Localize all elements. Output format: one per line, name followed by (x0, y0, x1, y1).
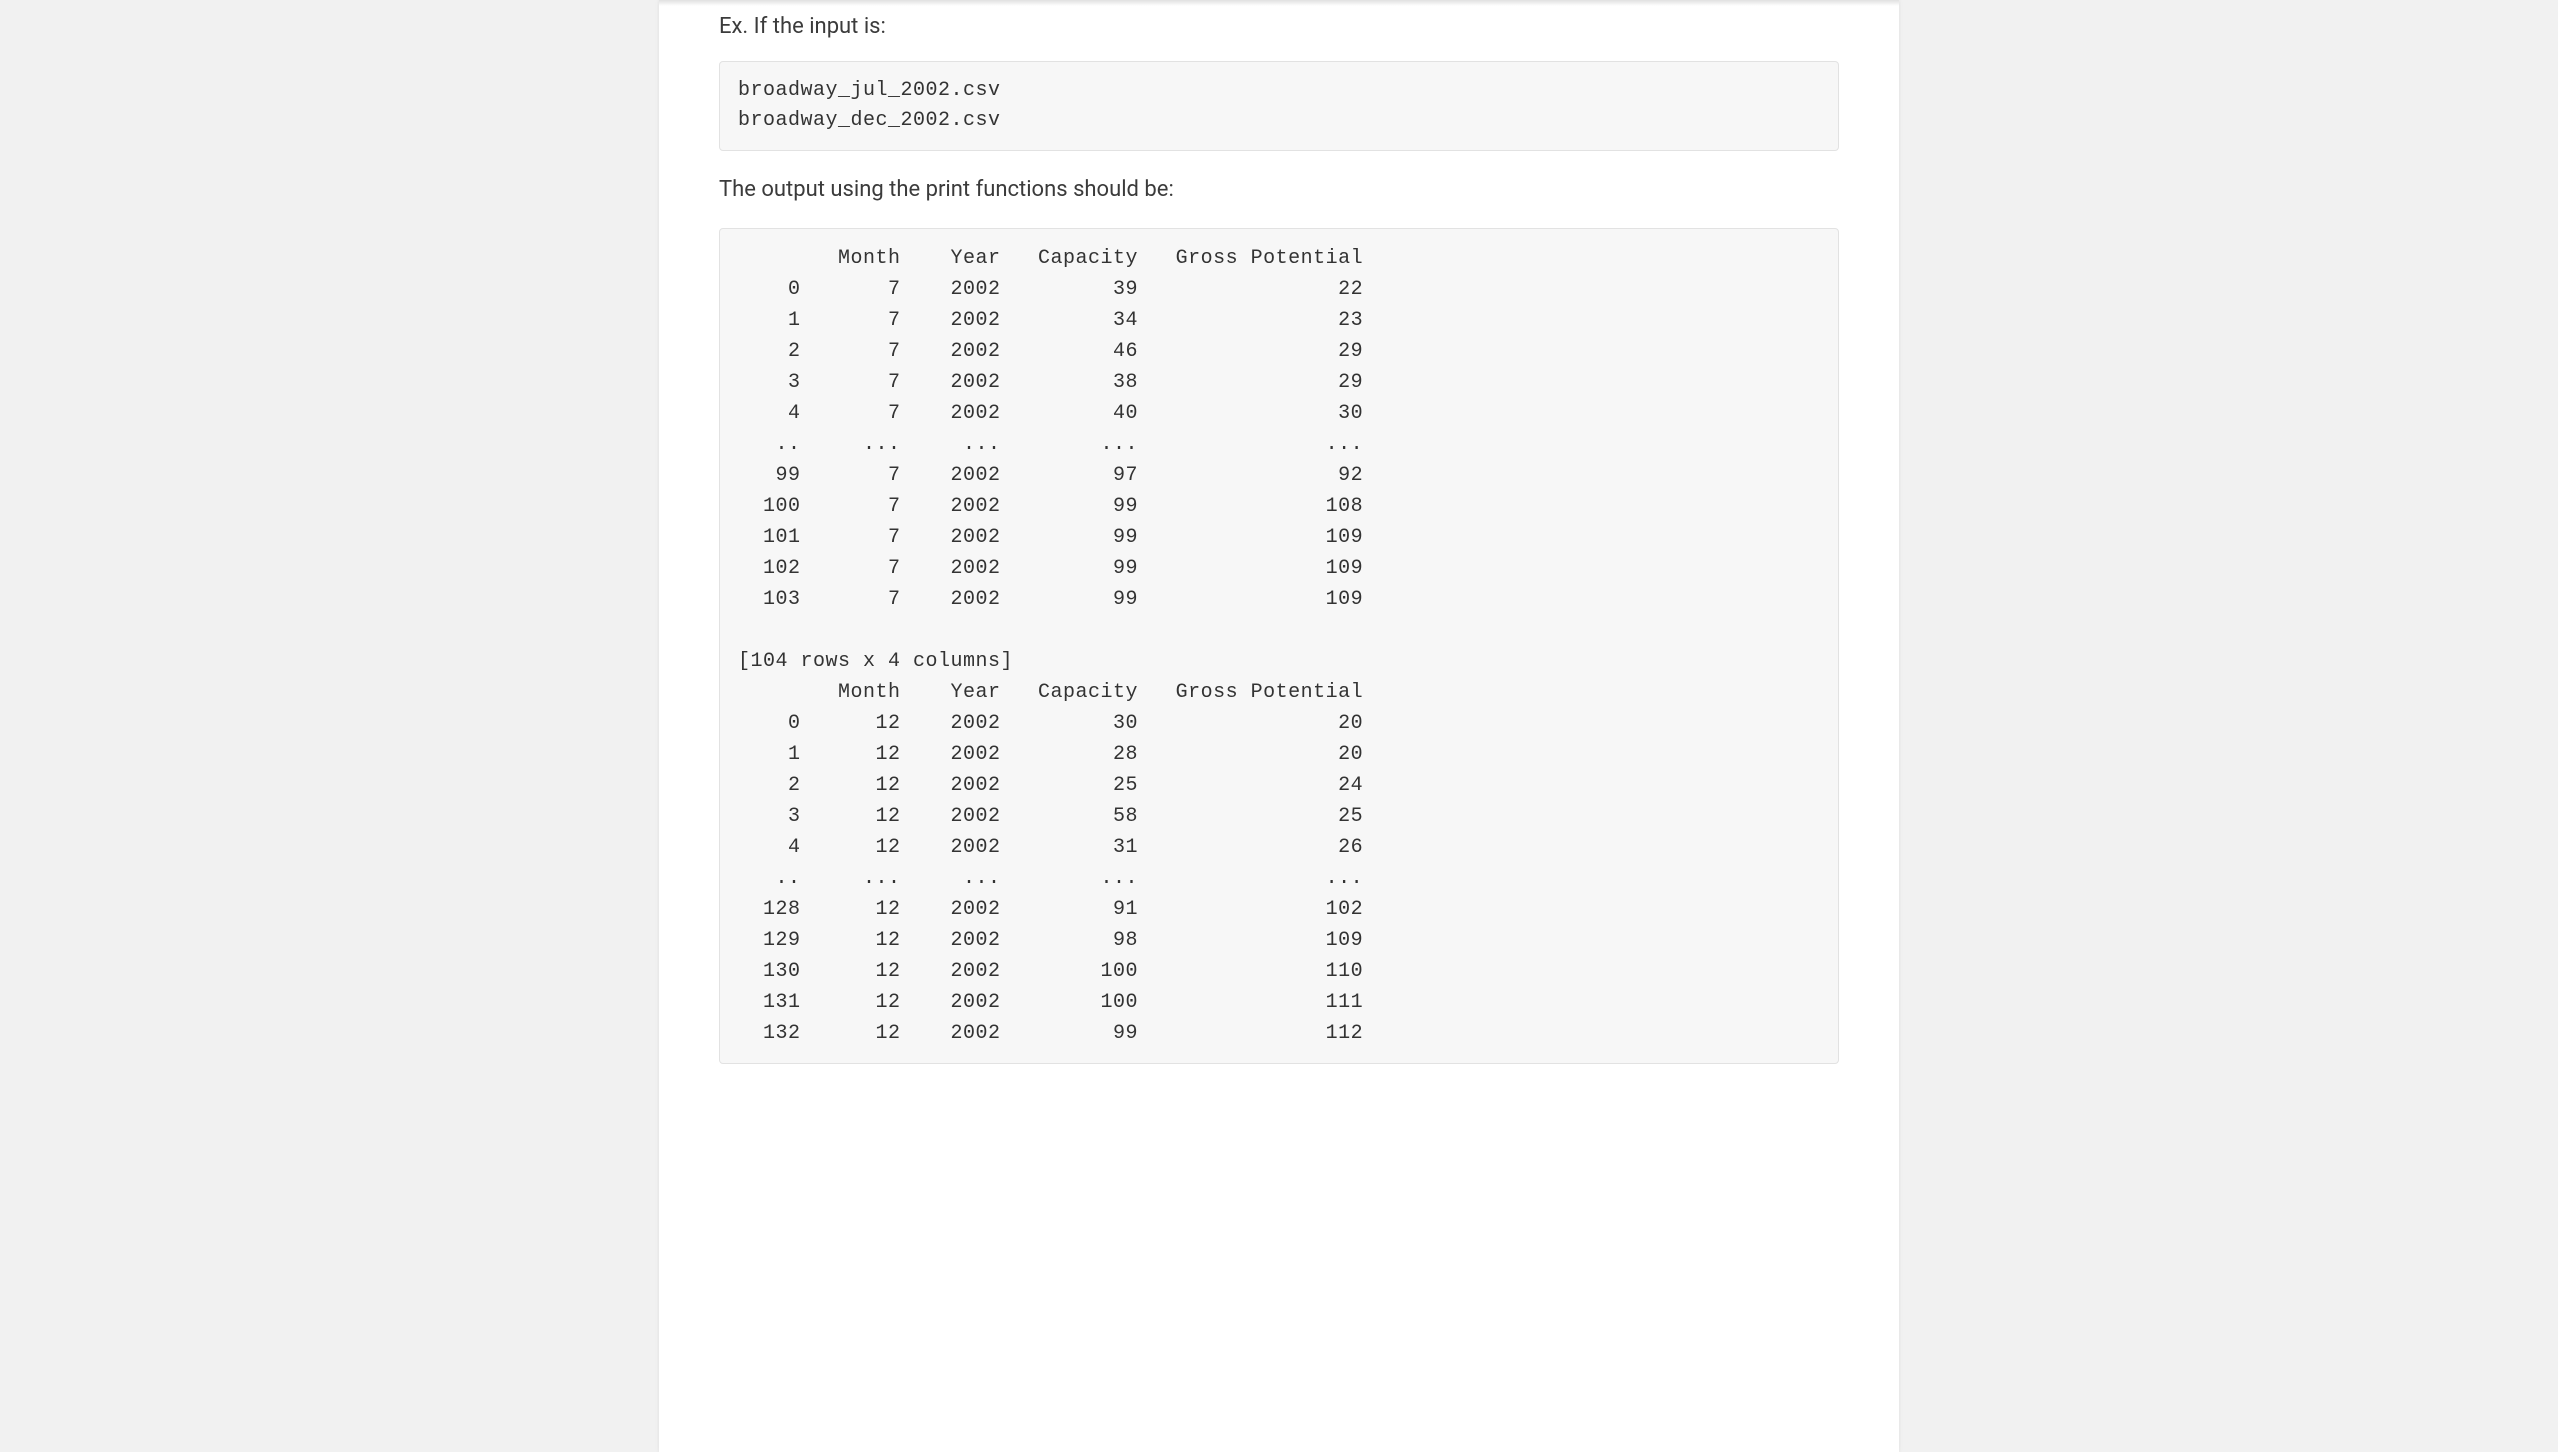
intro-text: Ex. If the input is: (719, 6, 1839, 43)
output-code-block: Month Year Capacity Gross Potential 0 7 … (719, 228, 1839, 1064)
input-code-block: broadway_jul_2002.csv broadway_dec_2002.… (719, 61, 1839, 151)
between-text: The output using the print functions sho… (719, 173, 1839, 206)
page-content: Ex. If the input is: broadway_jul_2002.c… (659, 0, 1899, 1452)
